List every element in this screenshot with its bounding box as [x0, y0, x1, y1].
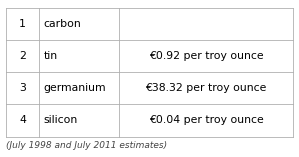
- Text: 1: 1: [19, 19, 26, 29]
- Text: tin: tin: [43, 51, 58, 61]
- Text: 3: 3: [19, 83, 26, 93]
- Text: (July 1998 and July 2011 estimates): (July 1998 and July 2011 estimates): [6, 141, 167, 150]
- Text: 2: 2: [19, 51, 26, 61]
- Text: €0.92 per troy ounce: €0.92 per troy ounce: [149, 51, 263, 61]
- Text: germanium: germanium: [43, 83, 106, 93]
- Text: 4: 4: [19, 116, 26, 125]
- Text: €0.04 per troy ounce: €0.04 per troy ounce: [149, 116, 263, 125]
- Text: €38.32 per troy ounce: €38.32 per troy ounce: [146, 83, 267, 93]
- Text: silicon: silicon: [43, 116, 78, 125]
- Text: carbon: carbon: [43, 19, 81, 29]
